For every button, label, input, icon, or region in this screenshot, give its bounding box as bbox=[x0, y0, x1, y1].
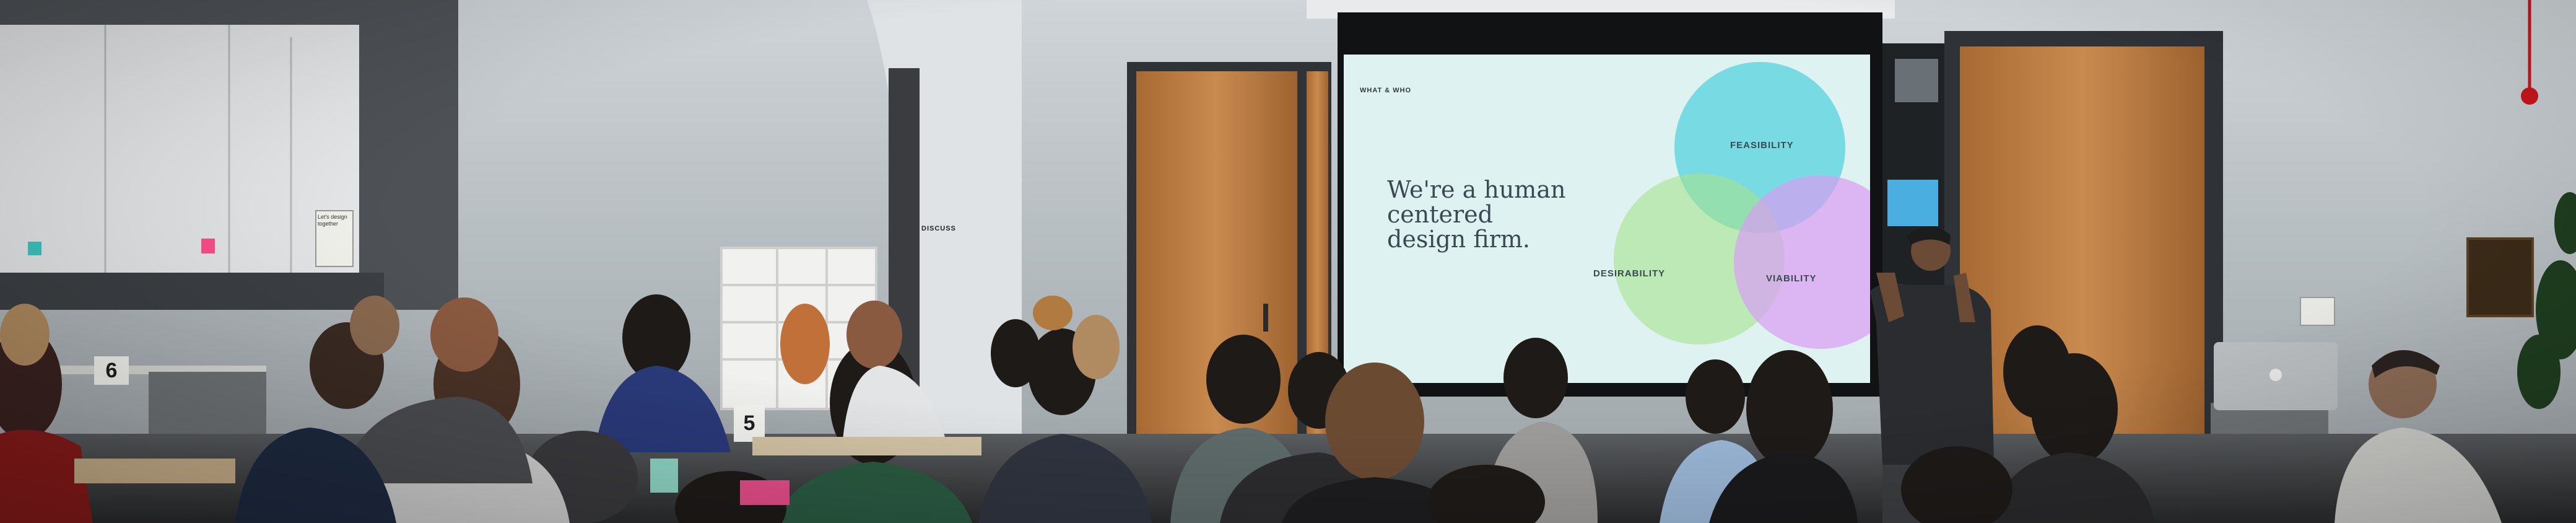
audience-head bbox=[0, 304, 50, 366]
venn-circle-viability bbox=[1734, 175, 1870, 349]
slide-headline-line: centered bbox=[1387, 201, 1493, 228]
cup bbox=[650, 459, 678, 493]
wall-note: Let's design together bbox=[318, 214, 347, 227]
audience-body bbox=[842, 366, 947, 446]
audience-head bbox=[1427, 465, 1545, 523]
slide-headline-line: We're a human bbox=[1387, 176, 1566, 203]
wall-sign: DISCUSS bbox=[921, 225, 956, 232]
venn-circle-desirability bbox=[1614, 174, 1785, 345]
audience-body bbox=[978, 434, 1152, 523]
audience-head bbox=[2031, 353, 2118, 465]
venn-label-desirability: DESIRABILITY bbox=[1593, 268, 1666, 279]
plant bbox=[2517, 192, 2576, 409]
audience-body bbox=[235, 428, 396, 523]
audience-body bbox=[774, 462, 972, 523]
table bbox=[752, 437, 981, 455]
audience-head bbox=[1901, 446, 2012, 523]
audience-person bbox=[2334, 350, 2502, 523]
slide-headline: We're a human centered design firm. bbox=[1387, 177, 1565, 252]
audience-head bbox=[1325, 363, 1424, 480]
audience-body bbox=[341, 397, 533, 483]
audience-body bbox=[1709, 452, 1858, 523]
audience-head bbox=[622, 294, 690, 381]
audience-body bbox=[0, 429, 93, 523]
table-number-6: 6 bbox=[94, 356, 129, 385]
table-number-5: 5 bbox=[734, 405, 765, 442]
slide-headline-line: design firm. bbox=[1387, 226, 1530, 253]
pink-container bbox=[740, 480, 790, 505]
audience-head bbox=[1033, 296, 1073, 330]
table bbox=[74, 459, 235, 483]
audience-body bbox=[1988, 452, 2155, 523]
audience-head bbox=[1686, 359, 1745, 434]
audience-head bbox=[1073, 315, 1120, 379]
audience-head bbox=[780, 304, 830, 384]
slide-kicker: WHAT & WHO bbox=[1360, 87, 1412, 94]
wall-picture bbox=[2466, 237, 2534, 317]
kitchen-cabinets bbox=[0, 25, 359, 273]
audience-head bbox=[1503, 338, 1568, 418]
audience-head bbox=[1746, 350, 1833, 468]
venn-label-feasibility: FEASIBILITY bbox=[1730, 140, 1794, 151]
audience-head bbox=[846, 301, 902, 369]
audience-head bbox=[991, 319, 1040, 387]
venn-diagram bbox=[1614, 62, 1870, 349]
audience-body bbox=[1282, 477, 1468, 523]
projected-slide: WHAT & WHO We're a human centered design… bbox=[1344, 55, 1870, 383]
audience-head bbox=[350, 296, 399, 355]
audience-head bbox=[1206, 335, 1281, 424]
audience-head bbox=[430, 297, 498, 372]
venn-label-viability: VIABILITY bbox=[1766, 273, 1817, 284]
audience-body bbox=[594, 366, 731, 452]
